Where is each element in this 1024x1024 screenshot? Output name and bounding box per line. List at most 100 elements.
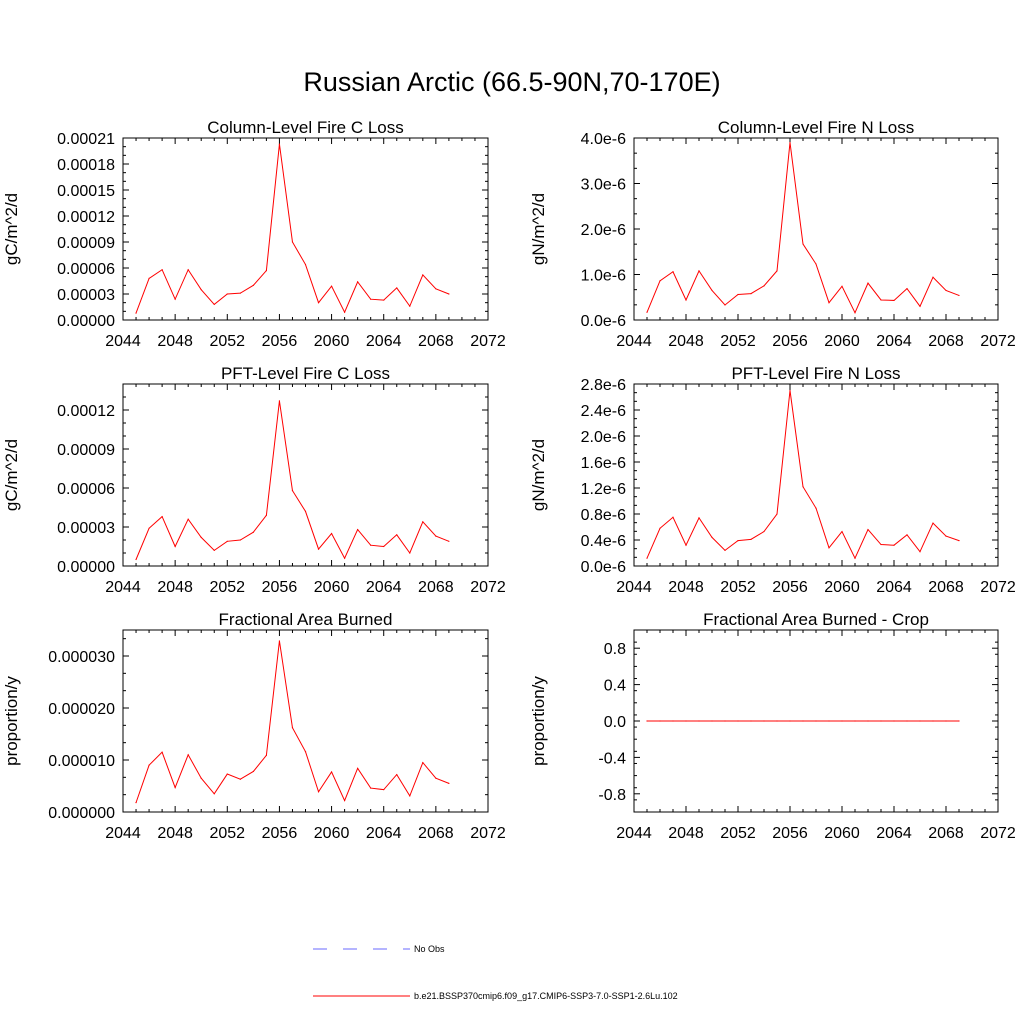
x-tick-label: 2048: [157, 825, 193, 842]
x-tick-label: 2052: [720, 825, 756, 842]
data-point: [685, 544, 687, 546]
data-point: [672, 516, 674, 518]
data-point: [239, 292, 241, 294]
data-point: [906, 534, 908, 536]
panel-title: Column-Level Fire N Loss: [718, 118, 915, 137]
data-point: [711, 720, 713, 722]
data-point: [906, 288, 908, 290]
data-point: [174, 786, 176, 789]
plot-frame: [122, 629, 489, 813]
data-point: [672, 271, 674, 273]
data-point: [435, 535, 437, 537]
data-point: [724, 304, 726, 306]
data-point: [396, 534, 398, 536]
y-tick-label: 0.4e-6: [581, 533, 626, 550]
y-tick-label: 0.00000: [57, 559, 115, 576]
y-tick-label: 2.4e-6: [581, 403, 626, 420]
y-axis-label: gN/m^2/d: [529, 439, 548, 511]
data-point: [435, 777, 437, 779]
y-axis-label: gN/m^2/d: [529, 193, 548, 265]
data-point: [932, 276, 934, 278]
data-point: [239, 539, 241, 541]
data-point: [867, 529, 869, 531]
data-point: [422, 762, 424, 764]
data-point: [919, 720, 921, 722]
panel-3: PFT-Level Fire C Loss 2044 2048 2052 2056 206…: [2, 364, 506, 596]
y-tick-label: 0.00012: [57, 209, 115, 226]
data-point: [867, 720, 869, 722]
data-point: [945, 535, 947, 537]
data-point: [646, 311, 648, 313]
data-point: [737, 293, 739, 296]
data-point: [357, 767, 359, 769]
data-point: [750, 720, 752, 722]
data-point: [330, 285, 333, 287]
data-point: [435, 288, 437, 290]
x-tick-label: 2060: [824, 579, 860, 596]
data-point: [317, 548, 320, 550]
data-point: [724, 720, 726, 722]
data-point: [659, 720, 661, 722]
data-point: [135, 312, 137, 314]
y-tick-label: 0.000020: [48, 701, 115, 718]
data-point: [659, 527, 661, 529]
data-point: [317, 791, 320, 793]
y-tick-label: 0.00018: [57, 157, 115, 174]
data-point: [200, 536, 202, 539]
y-axis-label: gC/m^2/d: [2, 193, 21, 265]
data-point: [893, 299, 895, 302]
legend-label-model: b.e21.BSSP370cmip6.f09_g17.CMIP6-SSP3-7.…: [414, 991, 678, 1001]
data-point: [841, 285, 843, 287]
x-tick-label: 2052: [720, 579, 756, 596]
y-tick-label: 0.00006: [57, 261, 115, 278]
data-point: [265, 514, 267, 516]
data-point: [278, 400, 281, 402]
series-line: [135, 640, 450, 803]
data-point: [737, 540, 739, 542]
data-point: [357, 529, 359, 531]
x-tick-label: 2068: [928, 825, 964, 842]
data-point: [854, 312, 856, 314]
x-tick-label: 2056: [772, 579, 808, 596]
data-point: [893, 544, 895, 546]
x-tick-label: 2068: [418, 333, 454, 350]
data-point: [698, 720, 700, 722]
data-point: [867, 282, 869, 284]
data-point: [815, 507, 817, 509]
data-point: [802, 243, 804, 245]
x-tick-label: 2072: [470, 579, 506, 596]
x-tick-label: 2068: [928, 333, 964, 350]
y-tick-label: -0.4: [598, 750, 626, 767]
data-point: [750, 293, 752, 295]
data-point: [396, 773, 398, 776]
data-point: [815, 720, 817, 722]
data-point: [448, 540, 450, 542]
panel-1: Column-Level Fire C Loss 2044 2048 2052 2056…: [2, 118, 506, 350]
data-point: [409, 795, 411, 797]
y-tick-label: 1.0e-6: [581, 268, 626, 285]
panel-title: Fractional Area Burned: [219, 610, 393, 629]
y-tick-label: 0.00012: [57, 403, 115, 420]
data-point: [370, 787, 372, 789]
x-tick-label: 2048: [668, 333, 704, 350]
panel-4: PFT-Level Fire N Loss 2044 2048 2052 2056 206…: [529, 364, 1016, 596]
data-point: [659, 280, 661, 282]
data-point: [291, 727, 294, 729]
data-point: [737, 720, 739, 722]
x-tick-label: 2044: [616, 333, 652, 350]
x-tick-label: 2052: [209, 579, 245, 596]
data-point: [906, 720, 908, 722]
data-point: [802, 486, 804, 488]
x-tick-label: 2048: [157, 579, 193, 596]
x-tick-label: 2064: [876, 579, 912, 596]
x-tick-label: 2048: [668, 825, 704, 842]
y-tick-label: 1.6e-6: [581, 455, 626, 472]
y-axis-label: gC/m^2/d: [2, 439, 21, 511]
x-tick-label: 2052: [209, 825, 245, 842]
y-tick-label: 0.00003: [57, 287, 115, 304]
data-point: [291, 241, 294, 243]
data-point: [330, 771, 333, 773]
series-line: [646, 390, 960, 560]
data-point: [213, 549, 215, 552]
